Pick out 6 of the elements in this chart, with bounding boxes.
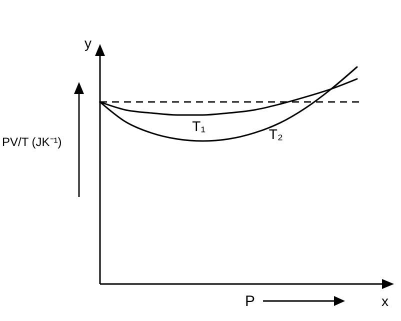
text: y bbox=[84, 35, 92, 51]
series-label: T₂ bbox=[268, 126, 283, 142]
x-axis-title: P bbox=[244, 293, 256, 310]
text: x bbox=[382, 293, 388, 309]
series-label: T₁ bbox=[192, 118, 206, 134]
y-axis-title: PV/T (JK⁻¹) bbox=[2, 135, 62, 149]
